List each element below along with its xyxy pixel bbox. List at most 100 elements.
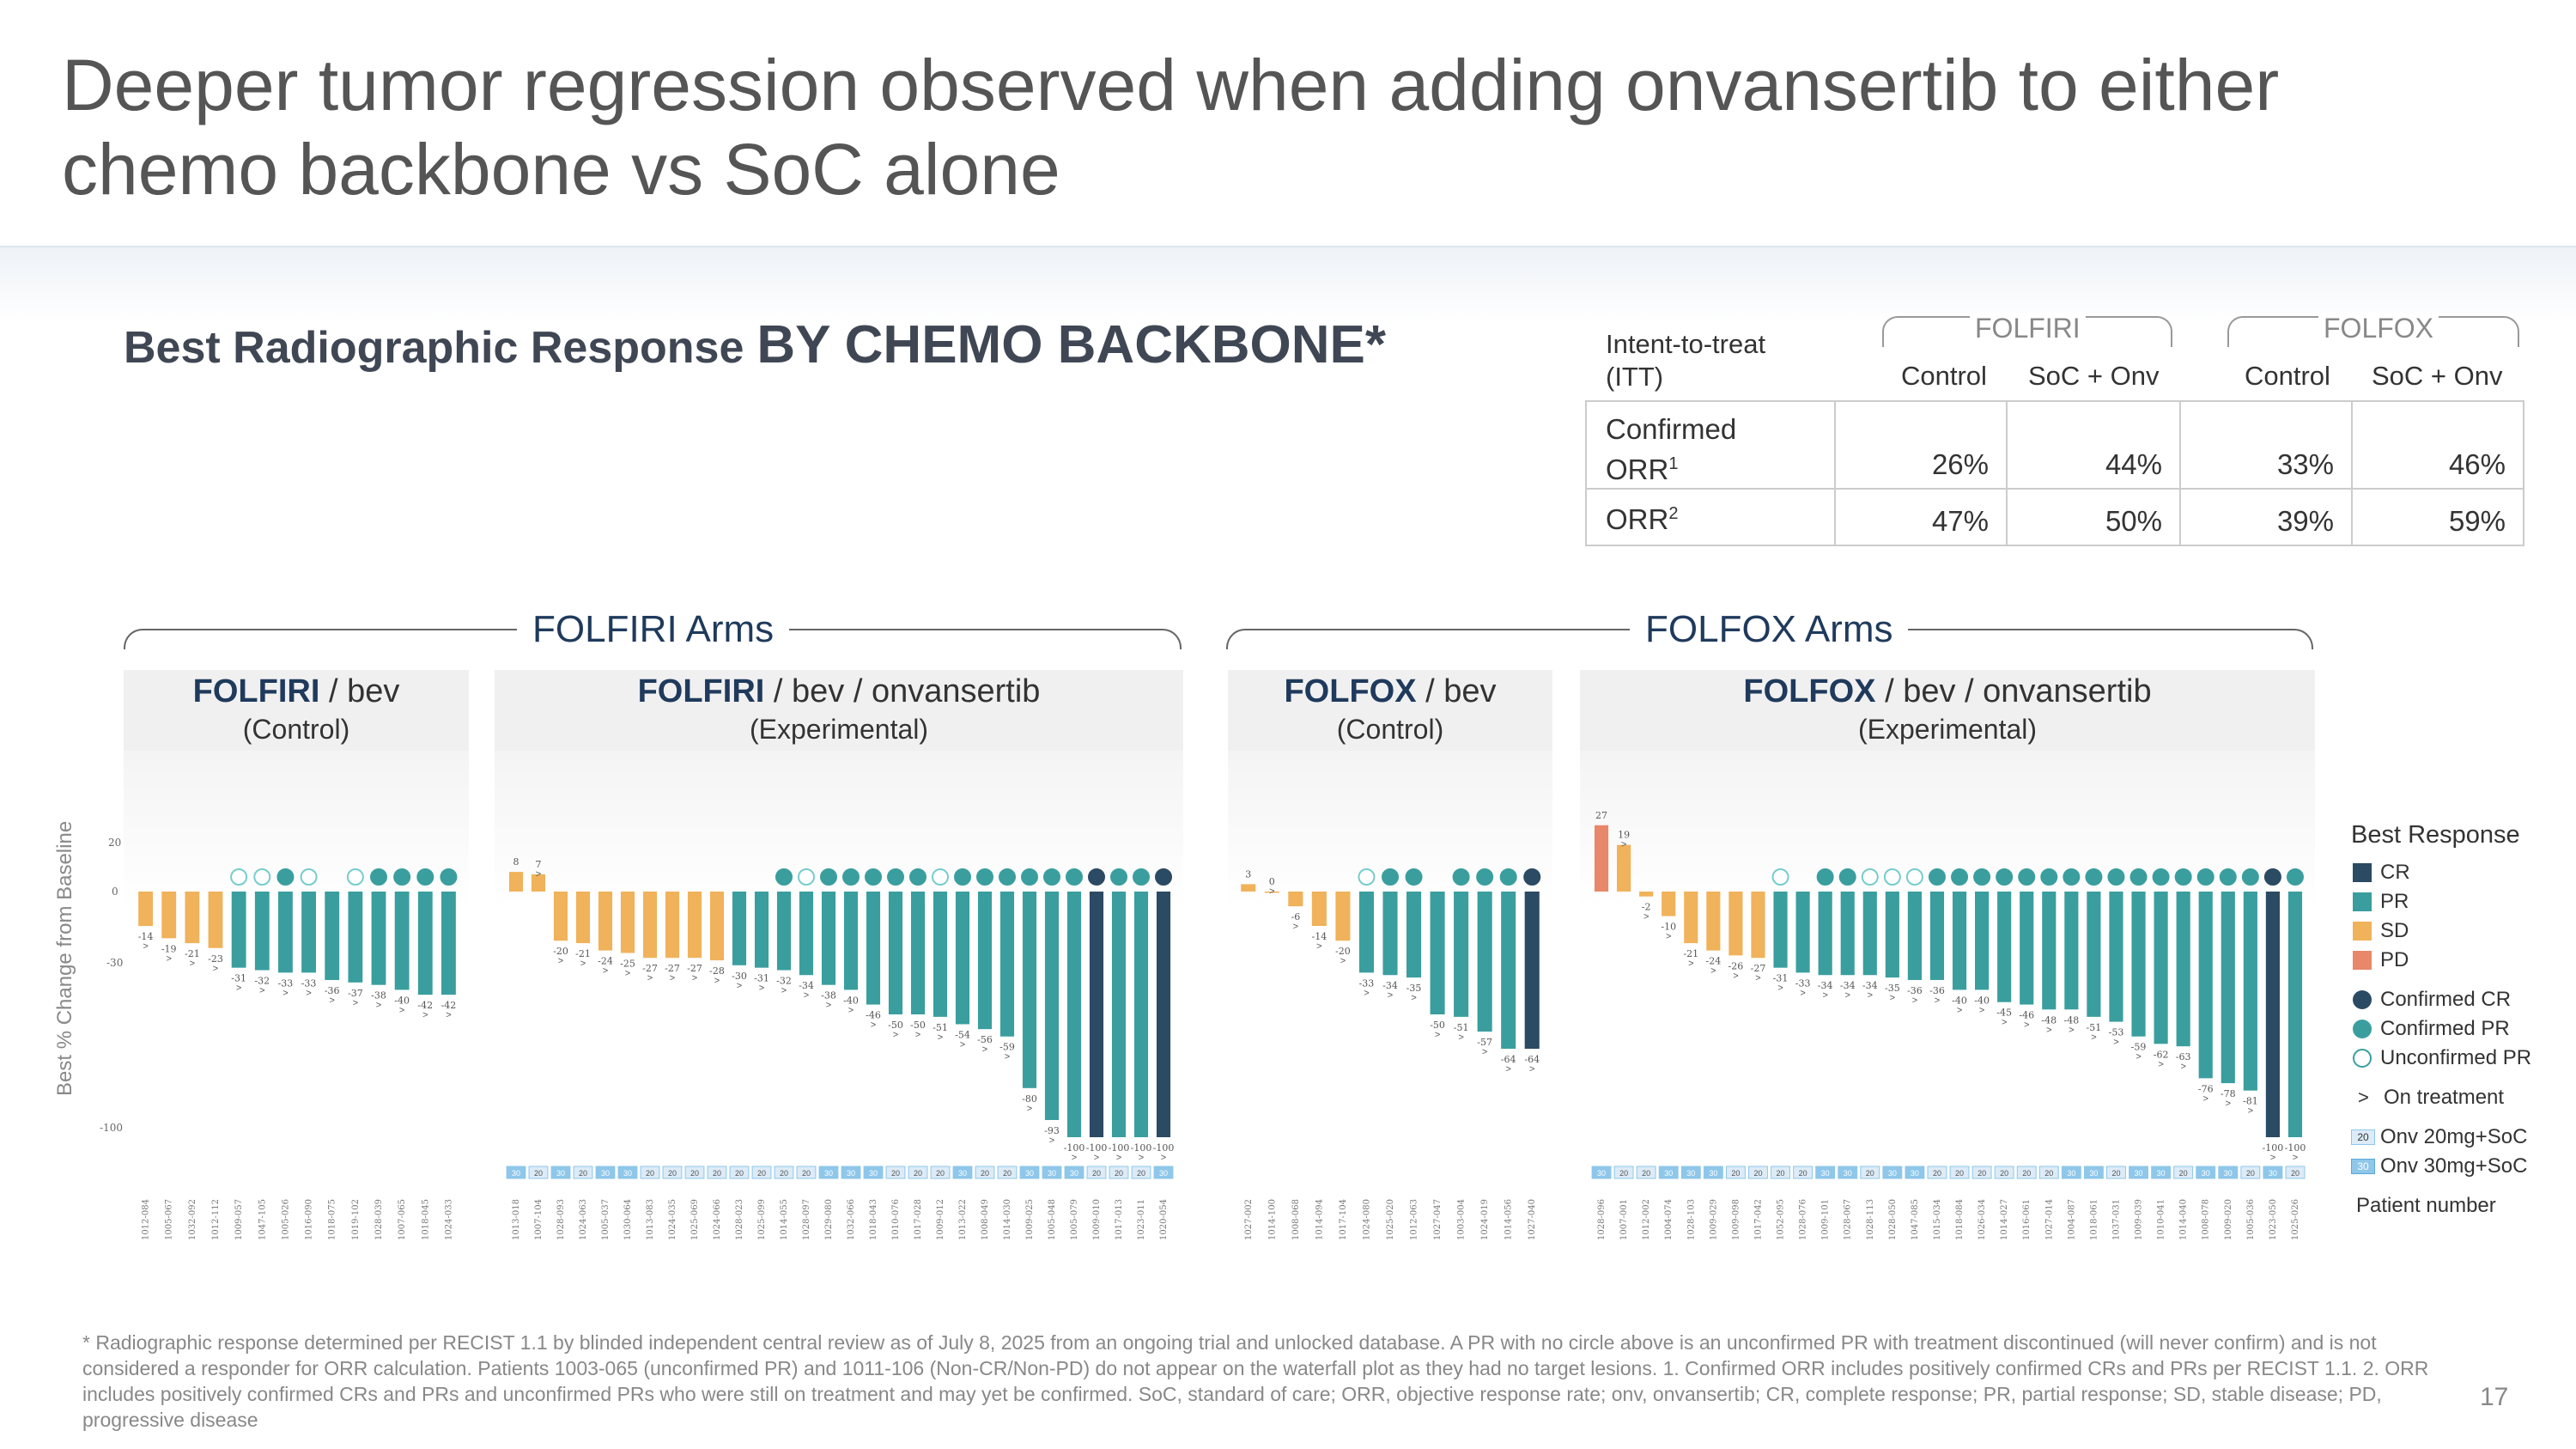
dose-tag-label: 30 bbox=[1597, 1169, 1606, 1178]
patient-id: 1005-037 bbox=[601, 1199, 611, 1240]
folfiri-arms-title: FOLFIRI Arms bbox=[517, 608, 790, 651]
on-treatment-marker: > bbox=[1755, 973, 1760, 983]
data-label: -33 bbox=[1359, 977, 1375, 989]
dose-tag-label: 20 bbox=[534, 1169, 543, 1178]
dose-tag-label: 20 bbox=[981, 1169, 989, 1178]
on-treatment-marker: > bbox=[848, 1005, 854, 1015]
patient-id: 1027-040 bbox=[1528, 1199, 1537, 1240]
dose-tag bbox=[573, 1166, 593, 1179]
data-label: -64 bbox=[1501, 1054, 1516, 1065]
bar bbox=[1311, 892, 1327, 927]
data-label: -59 bbox=[2131, 1042, 2147, 1053]
data-label: -76 bbox=[2198, 1083, 2214, 1094]
dose-tag-label: 20 bbox=[780, 1169, 788, 1178]
dose-tag bbox=[1860, 1166, 1880, 1179]
dose-tag bbox=[1591, 1166, 1612, 1179]
dose-tag-label: 20 bbox=[1642, 1169, 1650, 1178]
dose-tag bbox=[1703, 1166, 1723, 1179]
patient-id: 1013-083 bbox=[646, 1199, 655, 1240]
patient-id: 1005-079 bbox=[1070, 1199, 1079, 1240]
dose-tag bbox=[1725, 1166, 1746, 1179]
bar bbox=[1885, 892, 1899, 978]
patient-id: 1037-031 bbox=[2111, 1199, 2121, 1240]
response-circle bbox=[440, 868, 458, 886]
patient-id: 1018-045 bbox=[421, 1199, 430, 1240]
dose-tag bbox=[1153, 1166, 1174, 1179]
on-treatment-marker: > bbox=[558, 956, 563, 966]
patient-id: 1028-076 bbox=[1799, 1199, 1808, 1240]
dose-tag bbox=[1882, 1166, 1903, 1179]
on-treatment-marker: > bbox=[737, 981, 742, 991]
dose-tag bbox=[751, 1166, 772, 1179]
bar bbox=[2042, 892, 2057, 1010]
response-circle bbox=[1043, 868, 1060, 886]
response-circle bbox=[2129, 868, 2148, 886]
y-tick-minus100: -100 bbox=[100, 1122, 123, 1134]
dose-tag-label: 30 bbox=[512, 1169, 520, 1178]
patient-id: 1024-066 bbox=[713, 1199, 722, 1240]
bar bbox=[2020, 892, 2034, 1005]
dose-tag-label: 20 bbox=[713, 1169, 721, 1178]
on-treatment-marker: > bbox=[376, 1001, 381, 1011]
patient-id: 1028-050 bbox=[1888, 1199, 1898, 1240]
bar bbox=[1818, 892, 1832, 976]
patient-id: 1018-061 bbox=[2089, 1199, 2099, 1240]
on-treatment-marker: > bbox=[446, 1010, 451, 1020]
on-treatment-marker: > bbox=[1340, 956, 1346, 966]
patient-id: 1025-069 bbox=[690, 1199, 700, 1240]
panel-header-folfiri-control: FOLFIRI / bev (Control) bbox=[124, 670, 469, 751]
response-circle bbox=[1358, 868, 1376, 886]
data-label: -100 bbox=[2263, 1142, 2284, 1154]
bar bbox=[1089, 892, 1104, 1137]
on-treatment-marker: > bbox=[536, 869, 541, 880]
patient-id: 1024-080 bbox=[1362, 1199, 1371, 1240]
patient-id: 1016-090 bbox=[305, 1199, 314, 1240]
bar bbox=[776, 892, 792, 971]
dose-tag bbox=[1658, 1166, 1679, 1179]
response-circle bbox=[976, 868, 993, 886]
data-label: -27 bbox=[687, 963, 702, 974]
dose-tag bbox=[2129, 1166, 2148, 1179]
on-treatment-marker: > bbox=[781, 986, 787, 996]
legend-dose20: 20 Onv 20mg+SoC bbox=[2351, 1123, 2574, 1152]
data-label: -51 bbox=[1454, 1022, 1469, 1033]
patient-id: 1010-076 bbox=[891, 1199, 901, 1240]
response-circle bbox=[253, 868, 271, 886]
dose-tag bbox=[2151, 1166, 2172, 1179]
data-label: -27 bbox=[642, 963, 658, 974]
dose-tag bbox=[885, 1166, 906, 1179]
dose-tag bbox=[1613, 1166, 1634, 1179]
patient-id: 1019-102 bbox=[351, 1199, 361, 1240]
patient-id: 1029-080 bbox=[824, 1199, 834, 1240]
dose-tag bbox=[707, 1166, 727, 1179]
legend-patient-number: Patient number bbox=[2356, 1194, 2496, 1217]
on-treatment-marker: > bbox=[306, 988, 311, 998]
bar bbox=[2176, 892, 2190, 1047]
dose-tag-label: 30 bbox=[2202, 1169, 2210, 1178]
legend-on-treatment: > On treatment bbox=[2358, 1086, 2505, 1109]
response-circle bbox=[820, 868, 837, 886]
col-header-3: Control bbox=[2245, 361, 2330, 391]
dose-tag-label: 20 bbox=[1955, 1169, 1964, 1178]
response-circle bbox=[2174, 868, 2192, 886]
bar bbox=[2265, 892, 2280, 1137]
itt-header: Intent-to-treat (ITT) bbox=[1606, 329, 1766, 392]
data-label: -10 bbox=[1661, 922, 1676, 933]
patient-id: 1025-020 bbox=[1386, 1199, 1395, 1240]
data-label: -64 bbox=[1524, 1054, 1540, 1065]
panel-body-folfox-control bbox=[1228, 751, 1552, 1275]
dose-tag-label: 20 bbox=[579, 1169, 587, 1178]
panel-body-folfiri-control bbox=[124, 751, 469, 1275]
bar bbox=[2221, 892, 2235, 1084]
data-label: -34 bbox=[799, 980, 814, 991]
patient-id: 1009-029 bbox=[1709, 1199, 1718, 1240]
on-treatment-marker: > bbox=[1094, 1153, 1099, 1163]
bar bbox=[371, 892, 386, 985]
bar bbox=[1975, 892, 1990, 990]
dose-tag-label: 20 bbox=[802, 1169, 811, 1178]
response-circle bbox=[2063, 868, 2081, 886]
data-label: -2 bbox=[1642, 902, 1651, 913]
data-label: -36 bbox=[1907, 985, 1923, 996]
bar bbox=[955, 892, 970, 1025]
dose-tag-label: 20 bbox=[2179, 1169, 2188, 1178]
